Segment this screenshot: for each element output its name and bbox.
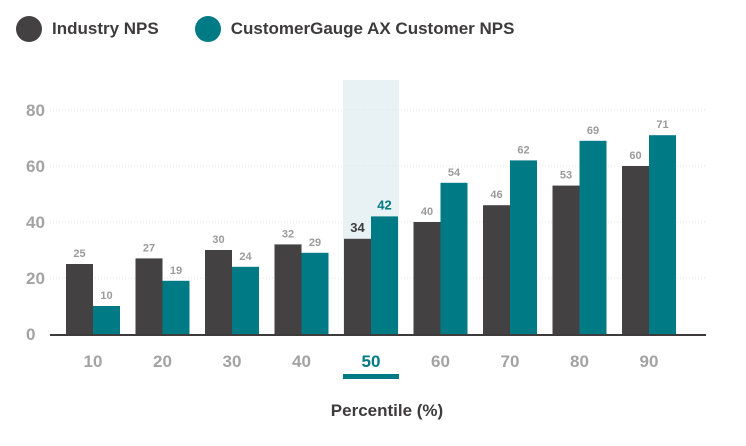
bar-customergauge-90 xyxy=(649,135,676,334)
y-tick-label-80: 80 xyxy=(26,101,45,120)
bar-industry-30 xyxy=(205,250,232,334)
y-tick-label-40: 40 xyxy=(26,213,45,232)
bar-customergauge-40 xyxy=(301,252,329,334)
value-label-customergauge-20: 19 xyxy=(170,265,182,277)
bar-customergauge-80 xyxy=(579,140,607,334)
y-tick-label-60: 60 xyxy=(26,157,45,176)
value-label-customergauge-80: 69 xyxy=(587,125,599,137)
value-label-industry-10: 25 xyxy=(73,248,85,260)
bar-industry-80 xyxy=(552,185,580,334)
value-label-industry-40: 32 xyxy=(282,228,294,240)
bar-industry-40 xyxy=(274,244,302,334)
value-label-industry-60: 40 xyxy=(421,206,433,218)
highlight-underline xyxy=(343,374,399,379)
bar-customergauge-30 xyxy=(232,266,259,334)
value-label-industry-70: 46 xyxy=(490,189,502,201)
legend-swatch-industry xyxy=(16,16,42,42)
x-tick-label-30: 30 xyxy=(223,352,242,371)
value-label-industry-90: 60 xyxy=(629,150,641,162)
legend-item-industry: Industry NPS xyxy=(16,16,159,42)
value-label-customergauge-30: 24 xyxy=(239,251,252,263)
bar-customergauge-50 xyxy=(371,216,398,334)
value-label-customergauge-40: 29 xyxy=(309,237,321,249)
bar-customergauge-70 xyxy=(510,160,537,334)
value-label-customergauge-50: 42 xyxy=(377,197,391,212)
x-axis-title: Percentile (%) xyxy=(331,401,443,420)
x-tick-label-70: 70 xyxy=(501,352,520,371)
x-tick-label-80: 80 xyxy=(570,352,589,371)
bar-customergauge-60 xyxy=(440,182,468,334)
y-tick-label-20: 20 xyxy=(26,269,45,288)
bar-industry-50 xyxy=(344,238,371,334)
x-tick-label-40: 40 xyxy=(292,352,311,371)
x-tick-label-10: 10 xyxy=(84,352,103,371)
value-label-industry-30: 30 xyxy=(212,234,224,246)
bar-customergauge-20 xyxy=(162,280,190,334)
value-label-industry-50: 34 xyxy=(350,220,365,235)
x-tick-label-50: 50 xyxy=(362,352,381,371)
legend-item-customergauge: CustomerGauge AX Customer NPS xyxy=(194,16,515,42)
value-label-customergauge-60: 54 xyxy=(448,167,461,179)
bar-industry-20 xyxy=(135,258,163,334)
bar-industry-10 xyxy=(66,264,93,334)
legend-label-industry: Industry NPS xyxy=(52,19,159,38)
x-tick-label-20: 20 xyxy=(153,352,172,371)
bar-industry-70 xyxy=(483,205,510,334)
x-tick-label-90: 90 xyxy=(640,352,659,371)
chart-legend: Industry NPS CustomerGauge AX Customer N… xyxy=(16,14,550,44)
value-label-industry-80: 53 xyxy=(560,170,572,182)
bar-customergauge-10 xyxy=(93,306,120,334)
value-label-industry-20: 27 xyxy=(143,242,155,254)
bar-industry-90 xyxy=(622,166,649,334)
legend-label-customergauge: CustomerGauge AX Customer NPS xyxy=(230,19,515,38)
value-label-customergauge-90: 71 xyxy=(656,119,668,131)
value-label-customergauge-70: 62 xyxy=(517,144,529,156)
x-tick-label-60: 60 xyxy=(431,352,450,371)
legend-swatch-customergauge xyxy=(194,16,221,42)
bar-industry-60 xyxy=(413,222,441,334)
value-label-customergauge-10: 10 xyxy=(100,290,112,302)
y-tick-label-0: 0 xyxy=(26,325,35,344)
